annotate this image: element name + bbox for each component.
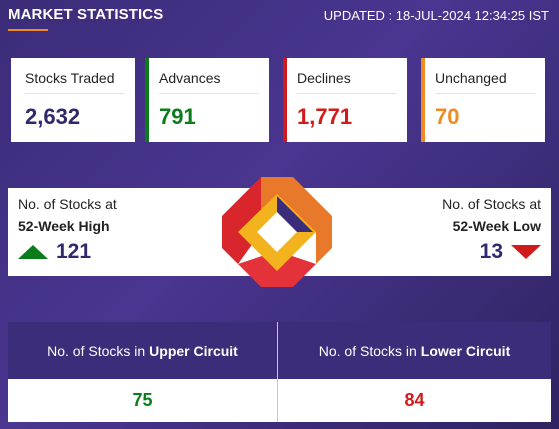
lower-circuit-prefix: No. of Stocks in xyxy=(318,342,417,359)
divider xyxy=(25,93,125,94)
stat-card-advances[interactable]: Advances 791 xyxy=(145,58,269,142)
week-high-value: 121 xyxy=(56,240,92,263)
lower-circuit-value: 84 xyxy=(278,379,551,422)
circuit-table: No. of Stocks in Upper Circuit No. of St… xyxy=(8,322,551,422)
week-high-value-row: 121 xyxy=(18,240,117,264)
week-high-block[interactable]: No. of Stocks at 52-Week High 121 xyxy=(18,196,117,264)
week-low-title: 52-Week Low xyxy=(452,218,541,234)
week-high-label: No. of Stocks at xyxy=(18,196,117,212)
stat-label: Stocks Traded xyxy=(25,70,115,86)
stat-label: Unchanged xyxy=(435,70,507,86)
page-title: MARKET STATISTICS xyxy=(8,6,164,23)
stat-card-unchanged[interactable]: Unchanged 70 xyxy=(421,58,545,142)
stat-card-declines[interactable]: Declines 1,771 xyxy=(283,58,407,142)
header: MARKET STATISTICS UPDATED : 18-JUL-2024 … xyxy=(8,6,551,34)
divider xyxy=(159,93,259,94)
stat-value-declines: 1,771 xyxy=(297,104,353,129)
stat-value-stocks-traded: 2,632 xyxy=(25,104,81,129)
lower-circuit-header[interactable]: No. of Stocks in Lower Circuit xyxy=(278,322,551,379)
arrow-down-icon xyxy=(511,245,541,259)
upper-circuit-header[interactable]: No. of Stocks in Upper Circuit xyxy=(8,322,277,379)
upper-circuit-value: 75 xyxy=(8,379,277,422)
stat-label: Declines xyxy=(297,70,351,86)
week-high-title: 52-Week High xyxy=(18,218,110,234)
stat-card-stocks-traded[interactable]: Stocks Traded 2,632 xyxy=(11,58,135,142)
column-divider xyxy=(277,322,278,422)
stat-label: Advances xyxy=(159,70,221,86)
divider xyxy=(435,93,535,94)
stat-value-advances: 791 xyxy=(159,104,196,129)
week-low-label: No. of Stocks at xyxy=(442,196,541,212)
upper-circuit-title: Upper Circuit xyxy=(149,342,238,359)
stat-value-unchanged: 70 xyxy=(435,104,460,129)
lower-circuit-title: Lower Circuit xyxy=(420,342,511,359)
upper-circuit-prefix: No. of Stocks in xyxy=(47,342,146,359)
divider xyxy=(297,93,397,94)
updated-timestamp: UPDATED : 18-JUL-2024 12:34:25 IST xyxy=(323,8,549,23)
week-low-block[interactable]: No. of Stocks at 52-Week Low 13 xyxy=(442,196,541,264)
arrow-up-icon xyxy=(18,245,48,259)
week-low-value-row: 13 xyxy=(442,240,541,264)
exchange-logo-icon xyxy=(222,177,332,287)
week-low-value: 13 xyxy=(479,240,503,263)
title-underline xyxy=(8,29,48,31)
